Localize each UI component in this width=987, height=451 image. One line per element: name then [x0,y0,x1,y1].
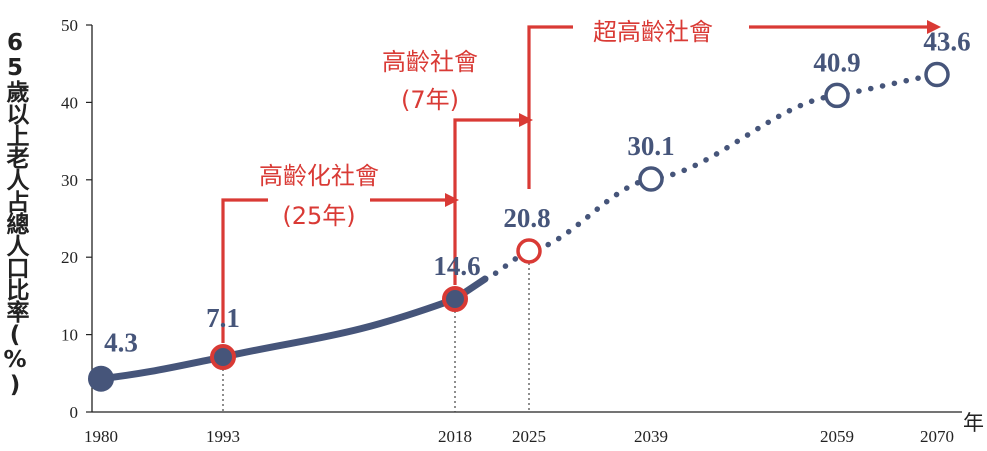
annotation-text-bg-1 [268,188,370,214]
data-label-2070: 43.6 [923,27,970,57]
annotation-arrowhead-2 [519,113,533,127]
x-tick-label-2018: 2018 [438,427,472,446]
x-axis-unit: 年 [963,411,984,435]
annotation-arrowhead-3 [927,20,941,34]
data-point-2025 [516,238,542,264]
annotation-label-1-1: 高齡化社會 [259,162,379,190]
annotation-label-3-1: 超高齡社會 [593,18,713,46]
annotation-bracket-1 [221,198,451,344]
data-label-2018: 14.6 [433,251,480,281]
data-point-2039 [638,166,664,192]
y-tick-label-20: 20 [61,248,78,267]
x-tick-label-2059: 2059 [820,427,854,446]
x-tick-label-2025: 2025 [512,427,546,446]
annotation-label-2-1: 高齡社會 [382,48,478,76]
annotation-label-1-2: (25年) [282,202,355,230]
data-label-1980: 4.3 [104,328,138,358]
data-label-2025: 20.8 [503,203,550,233]
annotation-bracket-3 [527,25,933,190]
x-tick-label-2039: 2039 [634,427,668,446]
data-point-2018 [442,285,468,312]
y-tick-label-30: 30 [61,171,78,190]
data-point-1993 [210,344,236,371]
y-axis-label: 65歲以上老人占總人口比率(%) [2,30,28,397]
annotation-arrowhead-1 [445,193,459,207]
data-label-2039: 30.1 [627,131,674,161]
y-tick-label-50: 50 [61,16,78,35]
actual-series-line [97,275,489,383]
y-tick-label-40: 40 [61,93,78,112]
x-tick-label-1993: 1993 [206,427,240,446]
data-label-1993: 7.1 [206,303,240,333]
y-tick-label-0: 0 [70,403,79,422]
data-point-1980 [88,365,114,392]
y-tick-label-10: 10 [61,326,78,345]
x-tick-label-2070: 2070 [920,427,954,446]
projected-series-line [482,71,940,282]
data-point-2059 [824,82,850,109]
data-label-2059: 40.9 [813,47,860,77]
annotation-bracket-2 [453,118,525,285]
data-point-2070 [924,61,950,88]
annotation-label-2-2: (7年) [401,86,459,114]
x-tick-label-1980: 1980 [84,427,118,446]
